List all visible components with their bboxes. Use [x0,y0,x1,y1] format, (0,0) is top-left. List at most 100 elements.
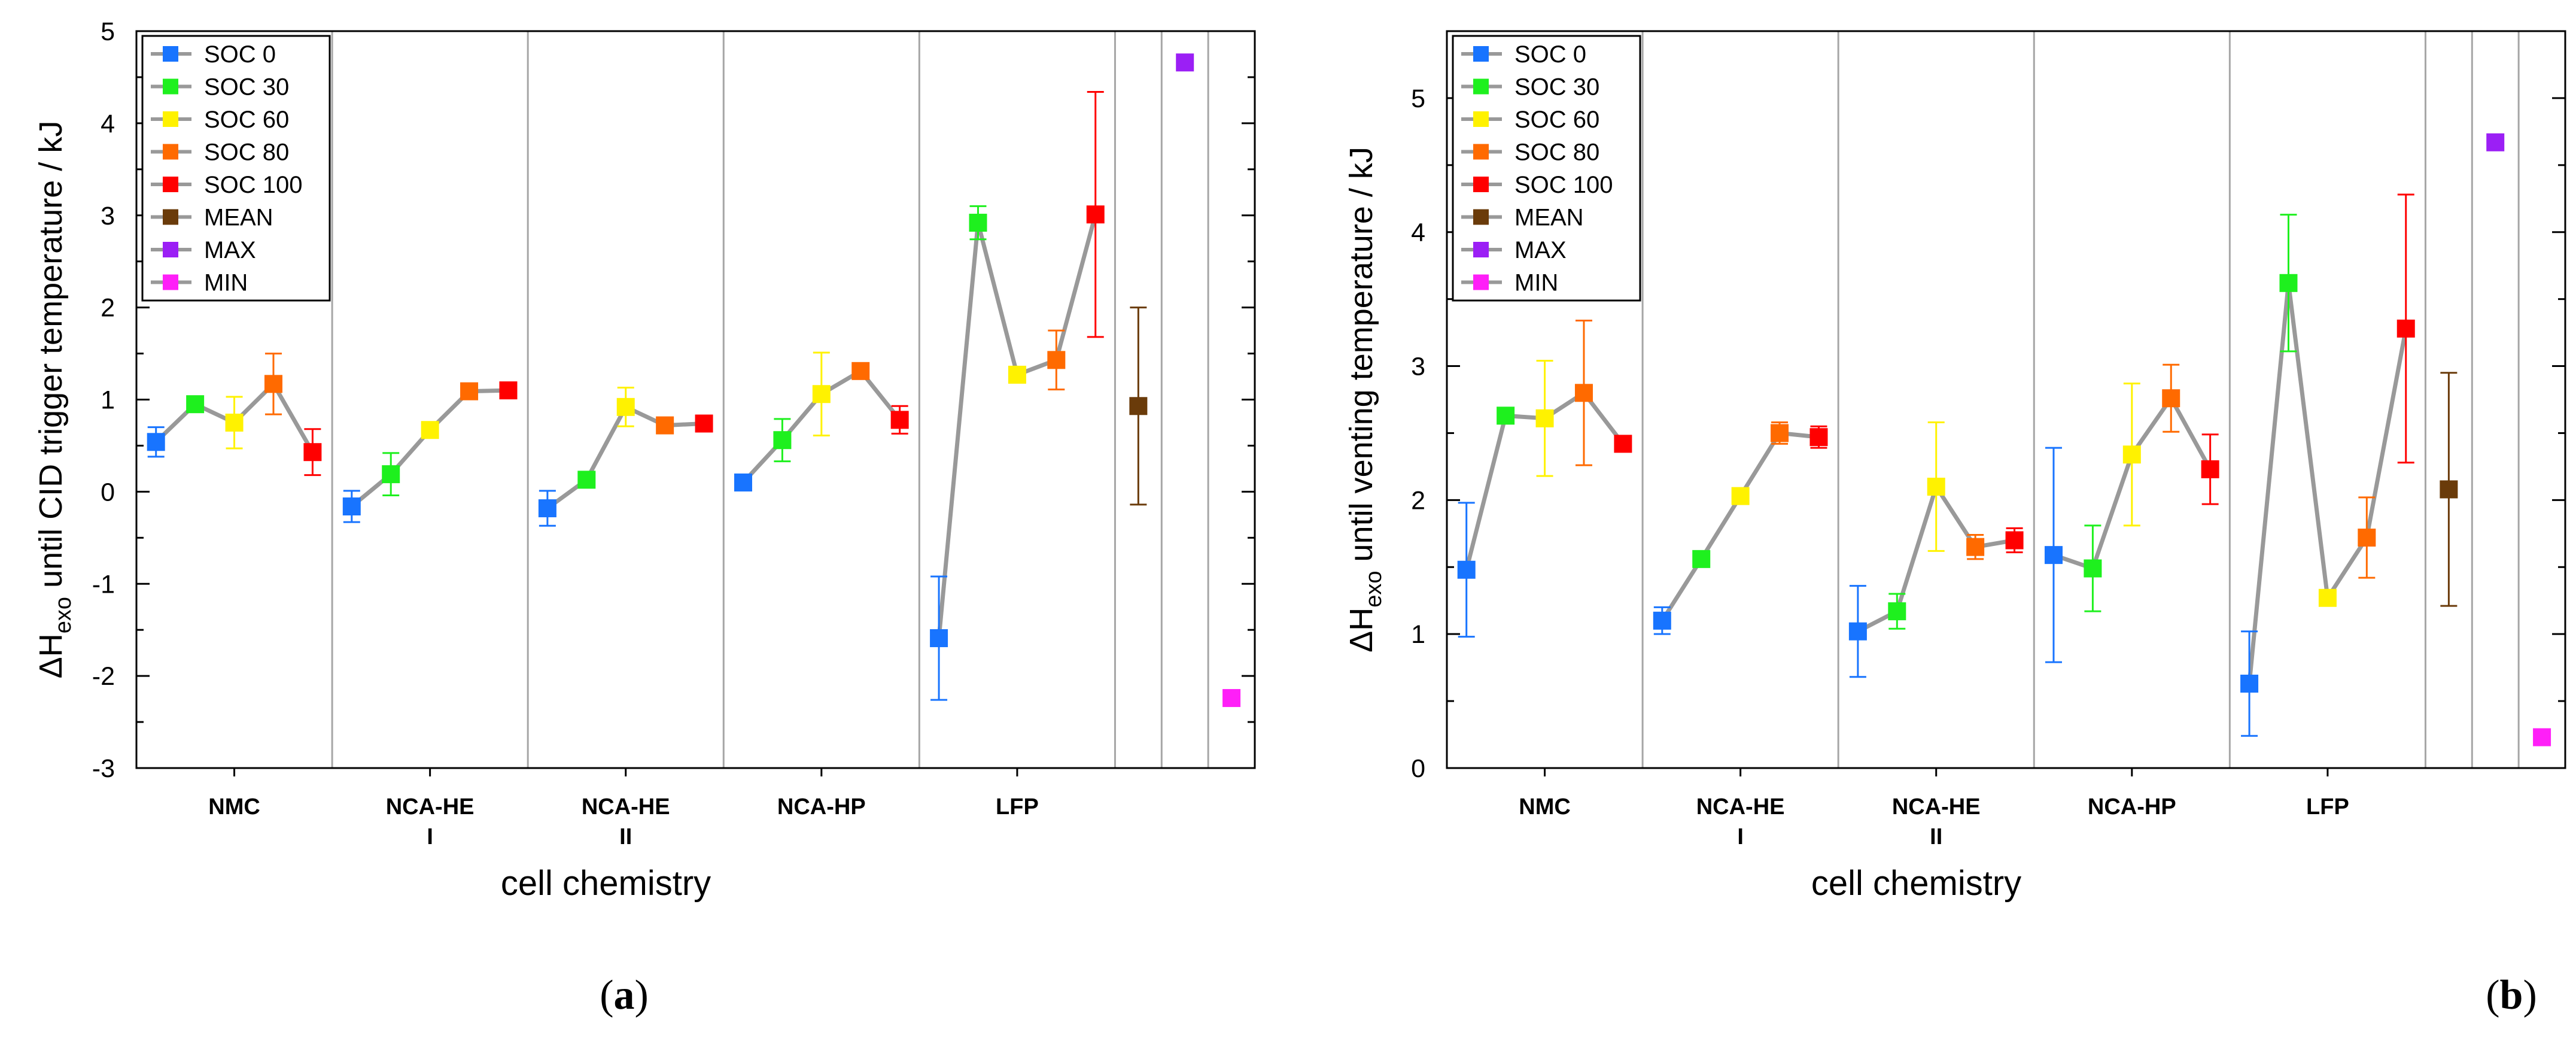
legend-label: SOC 100 [1514,172,1613,198]
data-point-soc-100 [890,411,909,429]
x-group-label: LFP [2306,794,2349,820]
chart-panel-b: 0 1 2 3 4 5 NMC NCA-HE I NCA-HE II NCA-HP LFP cell ch… [1343,30,2566,1018]
x-group-label: NCA-HE [1892,794,1981,820]
data-point-soc-100 [2005,531,2024,550]
legend-swatch-max [1473,242,1489,257]
data-point-soc-80 [1771,424,1789,442]
data-point-soc-100 [303,443,322,462]
y-axis-title: ΔHexo until venting temperature / kJ [1343,147,1386,653]
legend-swatch-soc-100 [163,177,178,192]
series-connector [936,214,1098,639]
series-connector [350,388,509,508]
x-group-sublabel: I [427,824,433,849]
legend-swatch-mean [1473,209,1489,225]
data-point-soc-0 [734,473,752,491]
panel-label-close: ) [635,972,649,1018]
legend-label: MAX [204,237,256,263]
data-point-soc-60 [421,421,439,439]
legend-label: SOC 80 [204,139,289,166]
y-axis-title-rest: until venting temperature / kJ [1343,147,1379,570]
data-point-soc-30 [382,465,400,484]
legend-swatch-soc-60 [163,111,178,127]
data-point-soc-60 [616,397,635,416]
x-axis-title: cell chemistry [1811,864,2021,903]
data-point-soc-80 [1047,351,1066,369]
y-axis-title-main: ΔH [33,633,69,678]
data-point-soc-60 [1008,365,1026,384]
data-point-soc-0 [2240,674,2259,693]
y-tick-label: 4 [1411,219,1425,247]
y-axis-title-subscript: exo [51,597,76,633]
data-point-max [2486,133,2505,151]
legend-swatch-soc-0 [163,46,178,62]
data-point-soc-80 [1966,538,1985,556]
legend-label: MIN [1514,270,1558,296]
x-group-label: NCA-HP [2088,794,2176,820]
legend-label: MEAN [204,205,273,231]
y-tick-label: 1 [1411,620,1425,649]
legend-swatch-soc-60 [1473,111,1489,127]
data-point-soc-100 [2396,319,2415,338]
data-point-soc-80 [264,375,282,393]
data-point-max [1176,53,1194,72]
panel-label-close: ) [2523,972,2537,1018]
data-point-soc-100 [2201,460,2219,478]
data-point-soc-0 [538,499,556,518]
y-axis-title-subscript: exo [1361,571,1386,608]
data-point-soc-30 [186,395,205,414]
panel-label: (b) [2486,972,2537,1018]
data-point-soc-30 [577,471,596,489]
data-point-soc-60 [1927,477,1945,496]
data-point-min [2533,728,2551,746]
x-group-label: NCA-HP [777,794,866,820]
data-point-soc-0 [1848,622,1867,641]
data-point-soc-80 [1574,384,1593,402]
data-point-soc-80 [460,382,479,400]
y-tick-label: 0 [1411,754,1425,783]
x-group-label: NCA-HE [386,794,475,820]
x-group-label: NCA-HE [582,794,670,820]
data-point-soc-60 [1535,409,1554,427]
legend-label: SOC 80 [1514,139,1599,166]
legend-label: SOC 60 [204,107,289,133]
data-point-soc-30 [1888,602,1906,621]
y-tick-label: 5 [1411,84,1425,113]
data-point-soc-30 [969,214,987,232]
legend-swatch-mean [163,209,178,225]
data-point-soc-30 [2279,274,2298,292]
panel-label-letter: b [2500,972,2523,1018]
data-point-soc-100 [1614,435,1632,453]
legend-label: SOC 100 [204,172,303,198]
data-point-soc-80 [851,362,870,380]
data-point-soc-60 [812,385,831,403]
data-point-soc-0 [930,629,948,648]
legend-swatch-soc-100 [1473,177,1489,192]
y-axis-title-main: ΔH [1343,608,1379,653]
legend-label: SOC 30 [1514,74,1599,101]
legend-swatch-max [163,242,178,257]
x-group-sublabel: II [619,824,632,849]
y-tick-label: 3 [1411,353,1425,381]
chart-panel-a: -3 -2 -1 0 1 2 3 4 5 NMC NCA-HE I NCA-HE II NCA-HP LFP c… [33,17,1256,1018]
data-point-soc-0 [2044,546,2063,565]
y-tick-label: -3 [92,754,115,783]
y-axis-title: ΔHexo until CID trigger temperature / kJ [33,121,76,679]
legend-label: MEAN [1514,205,1584,231]
data-point-soc-100 [1809,428,1828,447]
y-axis-title-rest: until CID trigger temperature / kJ [33,121,69,597]
panel-label-open: ( [600,972,613,1018]
data-point-soc-30 [1497,406,1515,425]
series-connector [2247,283,2408,684]
legend-label: SOC 0 [1514,41,1586,68]
data-point-soc-100 [695,414,713,433]
legend-swatch-soc-30 [163,78,178,95]
data-point-soc-60 [2318,588,2337,607]
y-tick-label: 2 [101,294,115,323]
y-tick-label: 2 [1411,486,1425,515]
data-point-mean [2440,480,2458,499]
panel-label: (a) [600,972,649,1018]
y-tick-label: 0 [101,478,115,506]
x-group-label: LFP [996,794,1039,820]
legend-swatch-soc-80 [163,144,178,160]
series-connector [1660,430,1819,622]
